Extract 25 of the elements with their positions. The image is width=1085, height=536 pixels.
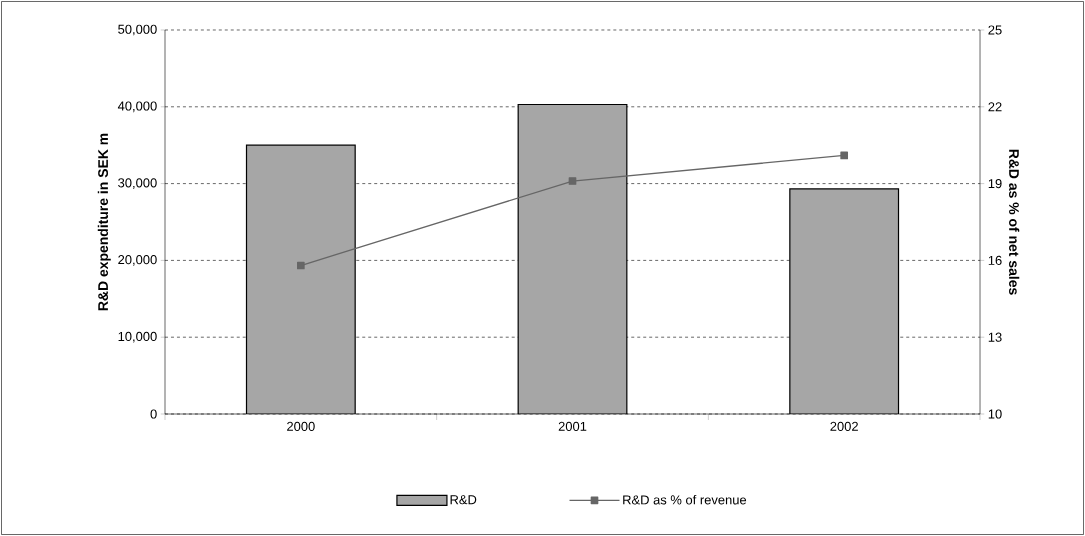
bar [245,144,356,414]
y-tick-label: 40,000 [117,101,157,113]
point [568,177,577,185]
point [297,261,305,270]
y-tick-label: 10,000 [118,331,157,343]
y2-tick-label: 13 [988,332,1002,342]
y2-tick-label: 10 [988,409,1002,419]
x-tick-label: 2001 [558,421,587,431]
x-tick-label: 2002 [830,421,858,431]
y-axis-title: R&D expenditure in SEK m [97,133,111,311]
y-tick-label: 50,000 [118,24,157,36]
y-tick-label: 20,000 [118,255,157,266]
x-tick-label: 2000 [287,421,315,431]
y2-tick-label: 22 [988,102,1002,112]
legend-label: R&D [450,495,477,505]
bar [517,103,628,414]
y2-axis-title: R&D as % of net sales [1009,149,1020,295]
legend-label: R&D as % of revenue [623,494,747,505]
point [840,151,849,160]
y-tick-label: 0 [150,409,157,419]
y-tick-label: 30,000 [118,178,157,189]
y2-tick-label: 16 [988,255,1002,265]
bar [789,188,900,414]
y2-tick-label: 25 [988,25,1002,35]
y2-tick-label: 19 [988,179,1002,189]
